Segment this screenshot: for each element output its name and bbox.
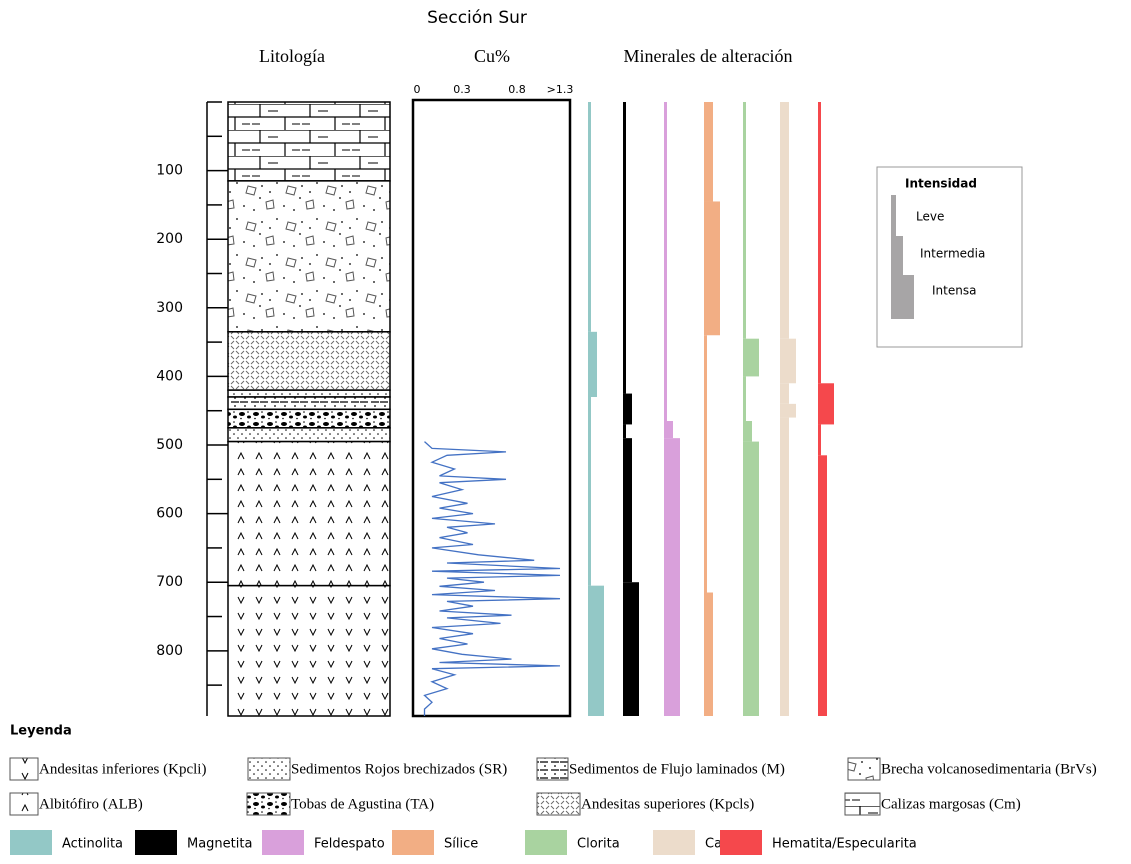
x-tick-label: 0.8 (508, 83, 526, 96)
legend-swatch (247, 757, 291, 781)
lithology-layer (227, 584, 391, 717)
legend-swatch (720, 830, 762, 855)
mineral-bar (780, 338, 796, 384)
mineral-bar (623, 102, 626, 394)
y-tick-label: 700 (156, 574, 183, 590)
mineral-bar (704, 592, 713, 716)
legend-label: Sedimentos Rojos brechizados (SR) (291, 761, 507, 777)
mineral-bar (623, 582, 639, 716)
legend-swatch (135, 830, 177, 855)
mineral-bar (743, 376, 746, 422)
mineral-bar (780, 403, 796, 418)
legend-label: Clorita (577, 837, 620, 852)
mineral-bar (818, 424, 821, 456)
legend-label: Calizas margosas (Cm) (881, 796, 1021, 812)
lithology-layer (227, 408, 391, 429)
legend-swatch (536, 792, 581, 816)
legend-label: Magnetita (187, 837, 252, 852)
mineral-bar (780, 417, 789, 716)
legend-label: Tobas de Agustina (TA) (291, 796, 434, 812)
legend-swatch (262, 830, 304, 855)
mineral-bar (704, 102, 713, 202)
mineral-bar (588, 585, 604, 716)
legend-title: Intensidad (905, 177, 977, 191)
mineral-bar (623, 424, 626, 439)
intensity-icon (891, 195, 914, 319)
mineral-bar (743, 102, 746, 339)
x-tick-label: >1.3 (547, 83, 574, 96)
mineral-bar (743, 338, 759, 377)
y-tick-label: 400 (156, 368, 183, 384)
legend-label: Actinolita (62, 837, 123, 852)
mineral-bar (664, 102, 667, 422)
legend-label: Intermedia (920, 247, 985, 261)
column-title: Minerales de alteración (624, 46, 793, 66)
mineral-bar (780, 102, 789, 339)
legend-swatch (10, 830, 52, 855)
legend-label: Intensa (932, 284, 976, 298)
lithology-layer (227, 180, 391, 333)
legend-swatch (9, 792, 39, 816)
legend-label: Andesitas superiores (Kpcls) (581, 796, 754, 812)
mineral-bar (743, 421, 752, 442)
mineral-bar (704, 335, 707, 593)
legend-swatch (9, 757, 39, 781)
lithology-layer (227, 440, 391, 587)
intensity-legend: Intensidad Leve Intermedia Intensa (876, 166, 1023, 348)
lithology-layer (227, 331, 391, 391)
y-tick-label: 600 (156, 506, 183, 522)
legend-swatch (847, 757, 881, 781)
mineral-bar (818, 102, 821, 384)
column-title: Litología (259, 46, 325, 66)
y-tick-label: 100 (156, 163, 183, 179)
mineral-bar (780, 383, 789, 404)
cu-frame (411, 98, 572, 718)
chart-title: Sección Sur (427, 8, 527, 28)
legend-swatch (844, 792, 881, 816)
mineral-bar (664, 438, 680, 716)
lithology-layer (227, 427, 391, 443)
column-title: Cu% (474, 46, 510, 66)
legend-label: Sedimentos de Flujo laminados (M) (569, 761, 785, 777)
legend-label: Feldespato (314, 837, 385, 852)
y-tick-label: 500 (156, 437, 183, 453)
y-tick-label: 200 (156, 231, 183, 247)
y-tick-label: 800 (156, 643, 183, 659)
mineral-bar (743, 441, 759, 716)
legend-label: Sílice (444, 837, 478, 852)
legend-label: Brecha volcanosedimentaria (BrVs) (881, 761, 1097, 777)
legend-title: Leyenda (10, 724, 72, 739)
mineral-bar (623, 438, 632, 583)
mineral-bar (818, 455, 827, 716)
mineral-bar (588, 396, 591, 586)
mineral-bar (588, 102, 591, 332)
cu-line (423, 441, 561, 716)
legend-swatch (246, 792, 291, 816)
legend-label: Hematita/Especularita (772, 837, 917, 852)
x-tick-label: 0.3 (453, 83, 471, 96)
legend-label: Albitófiro (ALB) (39, 796, 143, 812)
mineral-bar (704, 201, 720, 336)
mineral-bar (623, 393, 632, 425)
legend-swatch (392, 830, 434, 855)
legend-label: Leve (916, 210, 944, 224)
x-tick-label: 0 (414, 83, 421, 96)
legend-swatch (653, 830, 695, 855)
mineral-bar (818, 383, 834, 425)
legend-label: Andesitas inferiores (Kpcli) (39, 761, 206, 777)
lithology-layer (227, 389, 391, 398)
mineral-bar (588, 331, 597, 397)
legend-swatch (525, 830, 567, 855)
mineral-bar (664, 421, 673, 439)
y-tick-label: 300 (156, 300, 183, 316)
lithology-layer (227, 396, 391, 411)
lithology-layer (227, 101, 391, 182)
legend-swatch (536, 757, 569, 781)
